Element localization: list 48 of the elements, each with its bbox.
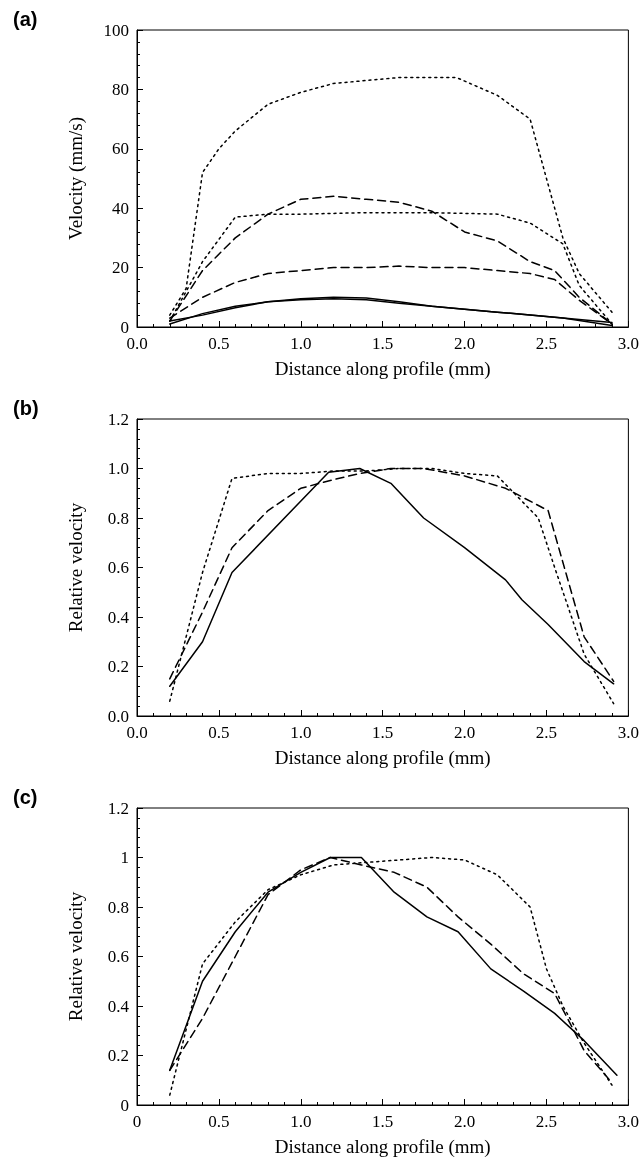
x-tick-label: 1.0 — [290, 1112, 312, 1131]
y-tick-label: 0 — [120, 317, 129, 337]
x-axis-title: Distance along profile (mm) — [274, 1136, 491, 1158]
x-tick-label: 3.0 — [617, 1112, 639, 1131]
y-tick-label: 0.6 — [107, 558, 129, 577]
x-tick-label: 0.5 — [208, 334, 230, 353]
y-tick-label: 1 — [120, 848, 129, 867]
y-tick-label: 1.0 — [107, 459, 129, 478]
x-tick-label: 1.5 — [372, 1112, 394, 1131]
y-tick-label: 1.2 — [107, 409, 129, 429]
x-axis-title: Distance along profile (mm) — [274, 747, 491, 769]
x-tick-label: 0.5 — [208, 723, 230, 742]
y-tick-label: 20 — [112, 258, 129, 278]
x-axis-title: Distance along profile (mm) — [274, 358, 491, 380]
chart-title: (a) — [13, 8, 38, 30]
y-tick-label: 0.8 — [107, 897, 129, 917]
x-tick-label: 2.5 — [535, 723, 558, 742]
chart-title: (b) — [13, 397, 39, 419]
x-tick-label: 3.0 — [617, 334, 639, 353]
y-tick-label: 1.2 — [107, 798, 129, 818]
y-tick-label: 0.2 — [107, 1046, 129, 1065]
y-axis-title: Relative velocity — [65, 891, 86, 1022]
y-tick-label: 0.6 — [107, 947, 129, 966]
y-tick-label: 80 — [112, 79, 129, 99]
y-tick-label: 40 — [112, 198, 129, 218]
y-tick-label: 0.0 — [107, 706, 129, 726]
x-tick-label: 2.0 — [453, 1112, 476, 1131]
y-axis-title: Velocity (mm/s) — [65, 117, 87, 240]
x-tick-label: 2.5 — [535, 334, 558, 353]
x-tick-label: 2.5 — [535, 1112, 558, 1131]
x-tick-label: 2.0 — [453, 334, 476, 353]
y-tick-label: 0.4 — [107, 996, 130, 1016]
y-tick-label: 100 — [103, 20, 129, 40]
y-tick-label: 0.2 — [107, 657, 129, 676]
x-tick-label: 0 — [132, 1112, 142, 1131]
x-tick-label: 0.5 — [208, 1112, 230, 1131]
x-tick-label: 2.0 — [453, 723, 476, 742]
x-tick-label: 3.0 — [617, 723, 639, 742]
x-tick-label: 1.5 — [372, 334, 394, 353]
y-tick-label: 60 — [112, 139, 129, 159]
x-tick-label: 1.5 — [372, 723, 394, 742]
y-tick-label: 0 — [120, 1095, 129, 1115]
y-tick-label: 0.8 — [107, 508, 129, 528]
y-tick-label: 0.4 — [107, 607, 130, 627]
y-axis-title: Relative velocity — [65, 502, 86, 633]
chart-title: (c) — [13, 786, 38, 808]
x-tick-label: 1.0 — [290, 334, 312, 353]
x-tick-label: 1.0 — [290, 723, 312, 742]
